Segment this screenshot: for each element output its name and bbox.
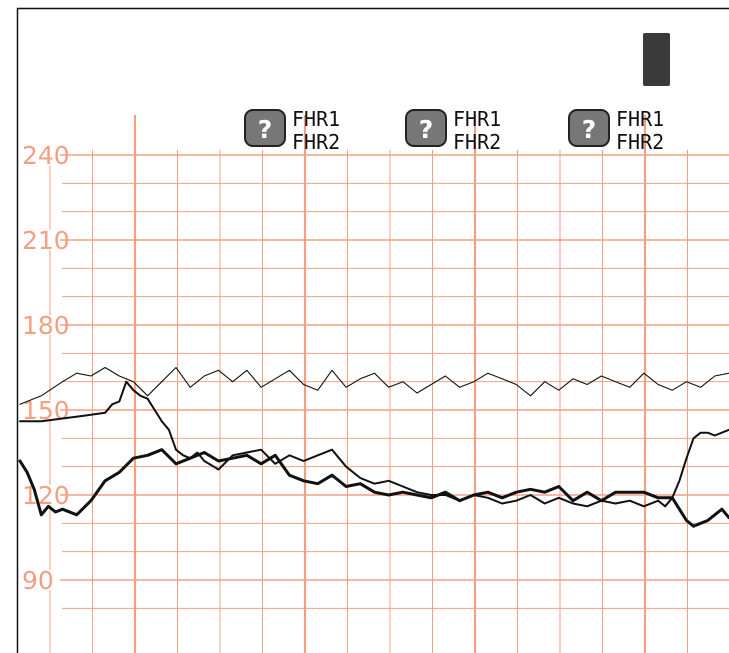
fhr-trace-3 (18, 448, 729, 528)
marker-box (405, 109, 447, 147)
event-block (643, 33, 670, 86)
marker-label-fhr2: FHR2 (453, 130, 501, 154)
chart-frame (16, 7, 729, 653)
question-mark: ? (582, 115, 597, 144)
fhr-trace-1 (19, 366, 729, 405)
question-mark: ? (258, 115, 273, 144)
y-tick-label: 240 (22, 141, 70, 170)
question-mark-icon: ? (568, 109, 610, 147)
marker-box (568, 109, 610, 147)
question-mark: ? (419, 115, 434, 144)
question-mark-icon: ? (244, 109, 286, 147)
y-tick-label: 120 (22, 481, 70, 510)
fhr-trace-2 (19, 380, 729, 508)
marker-label-fhr1: FHR1 (292, 107, 340, 131)
marker-label-fhr1: FHR1 (453, 107, 501, 131)
question-mark-icon: ? (405, 109, 447, 147)
y-tick-label: 90 (22, 566, 54, 595)
marker-label-fhr2: FHR2 (616, 130, 664, 154)
marker-label-fhr1: FHR1 (616, 107, 664, 131)
y-tick-label: 210 (22, 226, 70, 255)
event-marks (643, 33, 670, 86)
marker-label-fhr2: FHR2 (292, 130, 340, 154)
marker-box (244, 109, 286, 147)
y-tick-label: 180 (22, 311, 70, 340)
fhr-traces (18, 366, 729, 528)
